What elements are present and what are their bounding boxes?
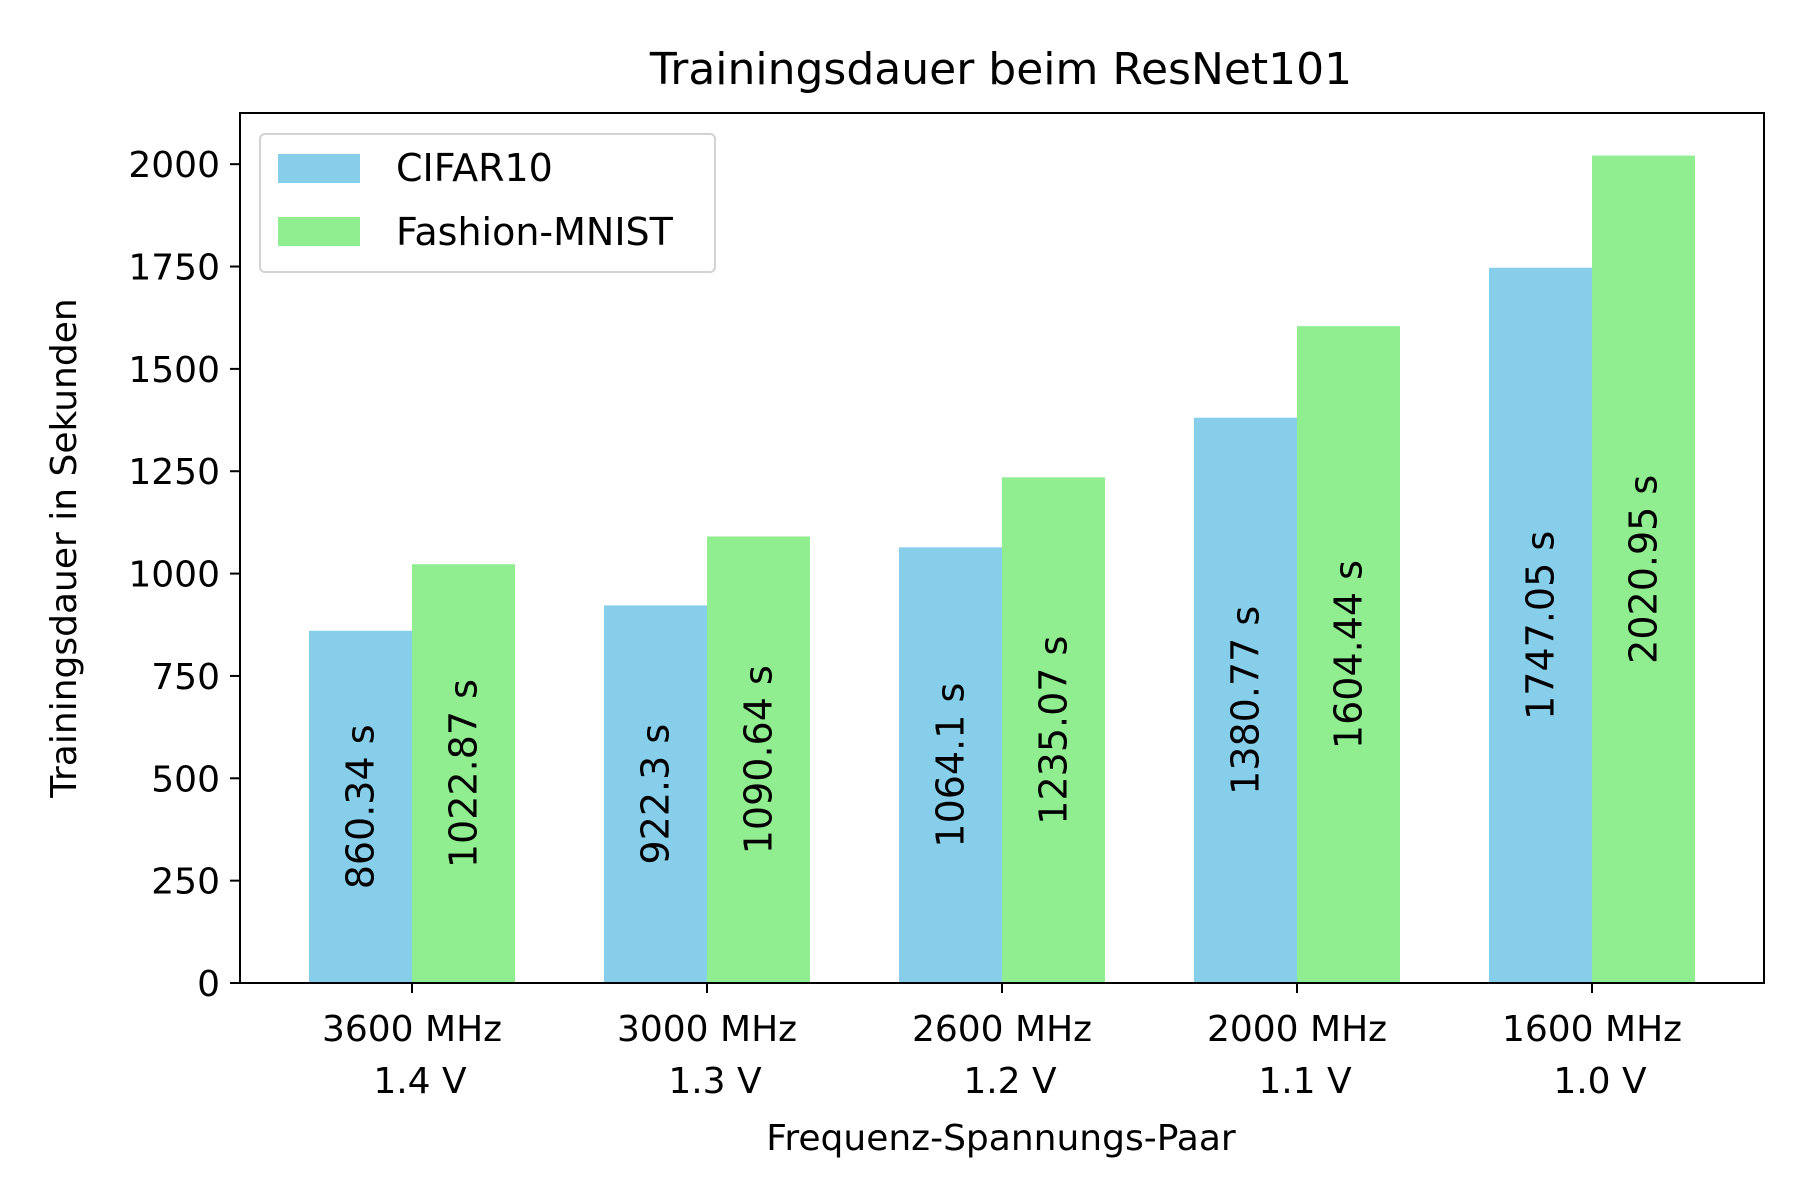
bar-value-label-fashion-mnist: 1022.87 s bbox=[442, 679, 486, 868]
y-tick-label: 0 bbox=[197, 964, 220, 1005]
legend: CIFAR10 Fashion-MNIST bbox=[259, 133, 716, 273]
legend-swatch-fashion-mnist bbox=[278, 217, 360, 246]
y-tick-label: 1750 bbox=[128, 248, 220, 289]
bar-cifar10 bbox=[309, 630, 412, 983]
y-axis-ticks: 0 250 500 750 1000 1250 1500 1750 2000 bbox=[128, 145, 240, 1005]
bar-cifar10 bbox=[1194, 417, 1297, 983]
bar-value-label-cifar10: 922.3 s bbox=[634, 724, 678, 865]
x-tick-label: 1.1 V bbox=[1258, 1061, 1352, 1102]
x-tick-label: 2600 MHz bbox=[912, 1009, 1092, 1050]
legend-label-fashion-mnist: Fashion-MNIST bbox=[396, 210, 674, 254]
legend-swatch-cifar10 bbox=[278, 154, 360, 183]
y-tick-label: 500 bbox=[151, 759, 220, 800]
y-tick-label: 1500 bbox=[128, 350, 220, 391]
y-tick-label: 250 bbox=[151, 862, 220, 903]
bar-cifar10 bbox=[1489, 267, 1592, 983]
y-tick-label: 1250 bbox=[128, 452, 220, 493]
x-tick-label: 2000 MHz bbox=[1207, 1009, 1387, 1050]
x-axis-label: Frequenz-Spannungs-Paar bbox=[766, 1118, 1236, 1159]
bars bbox=[309, 155, 1695, 983]
x-axis-ticks: 3600 MHz 1.4 V 3000 MHz 1.3 V 2600 MHz 1.2 V 2… bbox=[322, 983, 1682, 1102]
bar-value-label-cifar10: 1064.1 s bbox=[929, 683, 973, 848]
chart-title: Trainingsdauer beim ResNet101 bbox=[649, 44, 1352, 95]
bar-fashion-mnist bbox=[1297, 326, 1400, 983]
bar-value-label-cifar10: 1747.05 s bbox=[1519, 531, 1563, 720]
y-tick-label: 750 bbox=[151, 657, 220, 698]
x-tick-label: 1600 MHz bbox=[1502, 1009, 1682, 1050]
bar-cifar10 bbox=[899, 547, 1002, 983]
y-tick-label: 2000 bbox=[128, 145, 220, 186]
legend-frame bbox=[259, 133, 716, 273]
x-tick-label: 1.4 V bbox=[373, 1061, 467, 1102]
bar-fashion-mnist bbox=[1592, 155, 1695, 983]
bar-value-label-fashion-mnist: 1604.44 s bbox=[1327, 560, 1371, 749]
bar-cifar10 bbox=[604, 605, 707, 983]
bar-fashion-mnist bbox=[412, 564, 515, 983]
y-axis-label: Trainingsdauer in Sekunden bbox=[44, 298, 85, 798]
bar-value-label-fashion-mnist: 1090.64 s bbox=[737, 665, 781, 854]
x-tick-label: 1.3 V bbox=[668, 1061, 762, 1102]
bar-value-label-fashion-mnist: 2020.95 s bbox=[1622, 475, 1666, 664]
bar-fashion-mnist bbox=[707, 536, 810, 983]
bar-value-labels: 860.34 s 922.3 s 1064.1 s 1380.77 s 1747.05 … bbox=[339, 475, 1666, 890]
x-tick-label: 1.0 V bbox=[1553, 1061, 1647, 1102]
legend-label-cifar10: CIFAR10 bbox=[396, 146, 553, 190]
bar-fashion-mnist bbox=[1002, 477, 1105, 983]
x-tick-label: 3000 MHz bbox=[617, 1009, 797, 1050]
plot-frame bbox=[239, 112, 1765, 984]
x-tick-label: 3600 MHz bbox=[322, 1009, 502, 1050]
bar-value-label-fashion-mnist: 1235.07 s bbox=[1032, 636, 1076, 825]
x-tick-label: 1.2 V bbox=[963, 1061, 1057, 1102]
y-tick-label: 1000 bbox=[128, 555, 220, 596]
bar-value-label-cifar10: 860.34 s bbox=[339, 724, 383, 889]
bar-value-label-cifar10: 1380.77 s bbox=[1224, 606, 1268, 795]
